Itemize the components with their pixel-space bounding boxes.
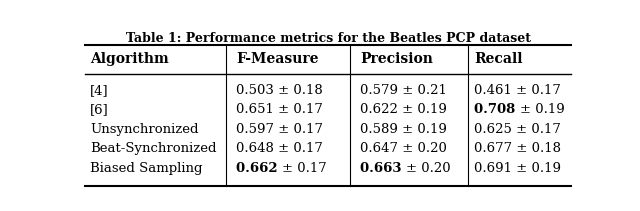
Text: Recall: Recall <box>474 53 523 66</box>
Text: 0.663: 0.663 <box>360 162 406 175</box>
Text: 0.708: 0.708 <box>474 103 520 116</box>
Text: 0.461 ± 0.17: 0.461 ± 0.17 <box>474 84 561 97</box>
Text: ± 0.20: ± 0.20 <box>406 162 451 175</box>
Text: 0.589 ± 0.19: 0.589 ± 0.19 <box>360 123 447 136</box>
Text: ± 0.17: ± 0.17 <box>282 162 327 175</box>
Text: 0.647 ± 0.20: 0.647 ± 0.20 <box>360 142 447 155</box>
Text: Biased Sampling: Biased Sampling <box>90 162 202 175</box>
Text: 0.597 ± 0.17: 0.597 ± 0.17 <box>236 123 323 136</box>
Text: 0.579 ± 0.21: 0.579 ± 0.21 <box>360 84 447 97</box>
Text: ± 0.19: ± 0.19 <box>520 103 565 116</box>
Text: [4]: [4] <box>90 84 109 97</box>
Text: F-Measure: F-Measure <box>236 53 319 66</box>
Text: 0.625 ± 0.17: 0.625 ± 0.17 <box>474 123 561 136</box>
Text: 0.651 ± 0.17: 0.651 ± 0.17 <box>236 103 323 116</box>
Text: 0.691 ± 0.19: 0.691 ± 0.19 <box>474 162 561 175</box>
Text: 0.648 ± 0.17: 0.648 ± 0.17 <box>236 142 323 155</box>
Text: Beat-Synchronized: Beat-Synchronized <box>90 142 216 155</box>
Text: Precision: Precision <box>360 53 433 66</box>
Text: 0.677 ± 0.18: 0.677 ± 0.18 <box>474 142 561 155</box>
Text: Algorithm: Algorithm <box>90 53 169 66</box>
Text: Table 1: Performance metrics for the Beatles PCP dataset: Table 1: Performance metrics for the Bea… <box>125 32 531 45</box>
Text: 0.622 ± 0.19: 0.622 ± 0.19 <box>360 103 447 116</box>
Text: [6]: [6] <box>90 103 109 116</box>
Text: 0.662: 0.662 <box>236 162 282 175</box>
Text: Unsynchronized: Unsynchronized <box>90 123 198 136</box>
Text: 0.503 ± 0.18: 0.503 ± 0.18 <box>236 84 323 97</box>
